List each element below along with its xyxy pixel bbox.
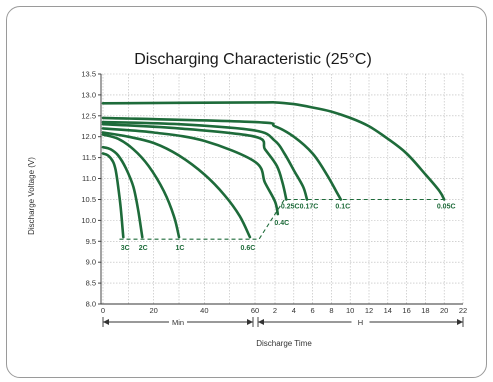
- x-tick-label: 12: [365, 306, 373, 315]
- series-label-0.1C: 0.1C: [335, 203, 350, 210]
- x-tick-label: 6: [311, 306, 315, 315]
- y-tick-label: 10.0: [81, 216, 96, 225]
- y-tick-label: 9.0: [86, 258, 96, 267]
- range-label: Min: [172, 318, 184, 327]
- series-label-3C: 3C: [121, 245, 130, 252]
- y-tick-label: 11.0: [82, 174, 96, 183]
- x-tick-label: 2: [273, 306, 277, 315]
- x-tick-label: 20: [440, 306, 448, 315]
- series-line-0.17C: [101, 120, 309, 201]
- series-line-2C: [101, 145, 144, 239]
- y-axis-label: Discharge Voltage (V): [27, 157, 36, 235]
- x-tick-label: 60: [251, 306, 259, 315]
- series-label-0.17C: 0.17C: [300, 203, 319, 210]
- label-layer: 3C 2C 1C 0.6C 0.4C 0.25C 0.17C 0.1C 0.05C: [121, 203, 456, 252]
- series-line-0.1C: [101, 116, 343, 201]
- x-tick-label: 40: [200, 306, 208, 315]
- y-tick-label: 12.0: [81, 132, 96, 141]
- y-tick-label: 9.5: [86, 237, 96, 246]
- series-label-0.6C: 0.6C: [241, 245, 256, 252]
- range-label: H: [358, 318, 363, 327]
- y-tick-label: 11.5: [82, 153, 96, 162]
- range-label-bg: [351, 317, 370, 327]
- y-tick-label: 10.5: [81, 195, 96, 204]
- y-tick-label: 12.5: [81, 111, 96, 120]
- series-label-1C: 1C: [176, 245, 185, 252]
- series-layer: [101, 100, 446, 239]
- x-tick-label: 0: [101, 306, 105, 315]
- x-tick-label: 10: [346, 306, 354, 315]
- series-line-0.25C: [101, 122, 288, 201]
- arrow-head: [247, 319, 253, 325]
- series-line-0.4C: [101, 127, 280, 216]
- y-tick-label: 13.5: [81, 70, 96, 79]
- x-tick-label: 16: [402, 306, 410, 315]
- x-tick-label: 4: [292, 306, 296, 315]
- series-line-0.05C: [101, 100, 446, 201]
- series-line-0.6C: [101, 131, 252, 239]
- arrow-head: [103, 319, 109, 325]
- x-axis-label: Discharge Time: [256, 339, 312, 348]
- y-tick-label: 8.0: [86, 300, 96, 309]
- x-tick-label: 8: [329, 306, 333, 315]
- series-label-0.05C: 0.05C: [437, 203, 456, 210]
- x-tick-label: 18: [421, 306, 429, 315]
- arrow-head: [457, 319, 463, 325]
- series-label-2C: 2C: [139, 245, 148, 252]
- grid-layer: [101, 73, 464, 305]
- y-tick-label: 13.0: [81, 90, 96, 99]
- x-tick-label: 20: [149, 306, 157, 315]
- x-tick-label: 14: [384, 306, 392, 315]
- series-label-0.4C: 0.4C: [274, 220, 289, 227]
- axis-layer: 8.0 8.5 9.0 9.5 10.0 10.5 11.0 11.5 12.0 12.5 13.0…: [81, 70, 467, 327]
- cutoff-layer: [119, 198, 445, 240]
- y-tick-label: 8.5: [86, 279, 96, 288]
- series-line-3C: [101, 152, 125, 239]
- series-label-0.25C: 0.25C: [281, 203, 300, 210]
- cutoff-voltage-line: [119, 198, 445, 240]
- x-tick-label: 22: [459, 306, 467, 315]
- series-line-1C: [101, 133, 181, 239]
- range-label-bg: [169, 317, 187, 327]
- arrow-head: [258, 319, 264, 325]
- chart-title: Discharging Characteristic (25°C): [134, 51, 372, 68]
